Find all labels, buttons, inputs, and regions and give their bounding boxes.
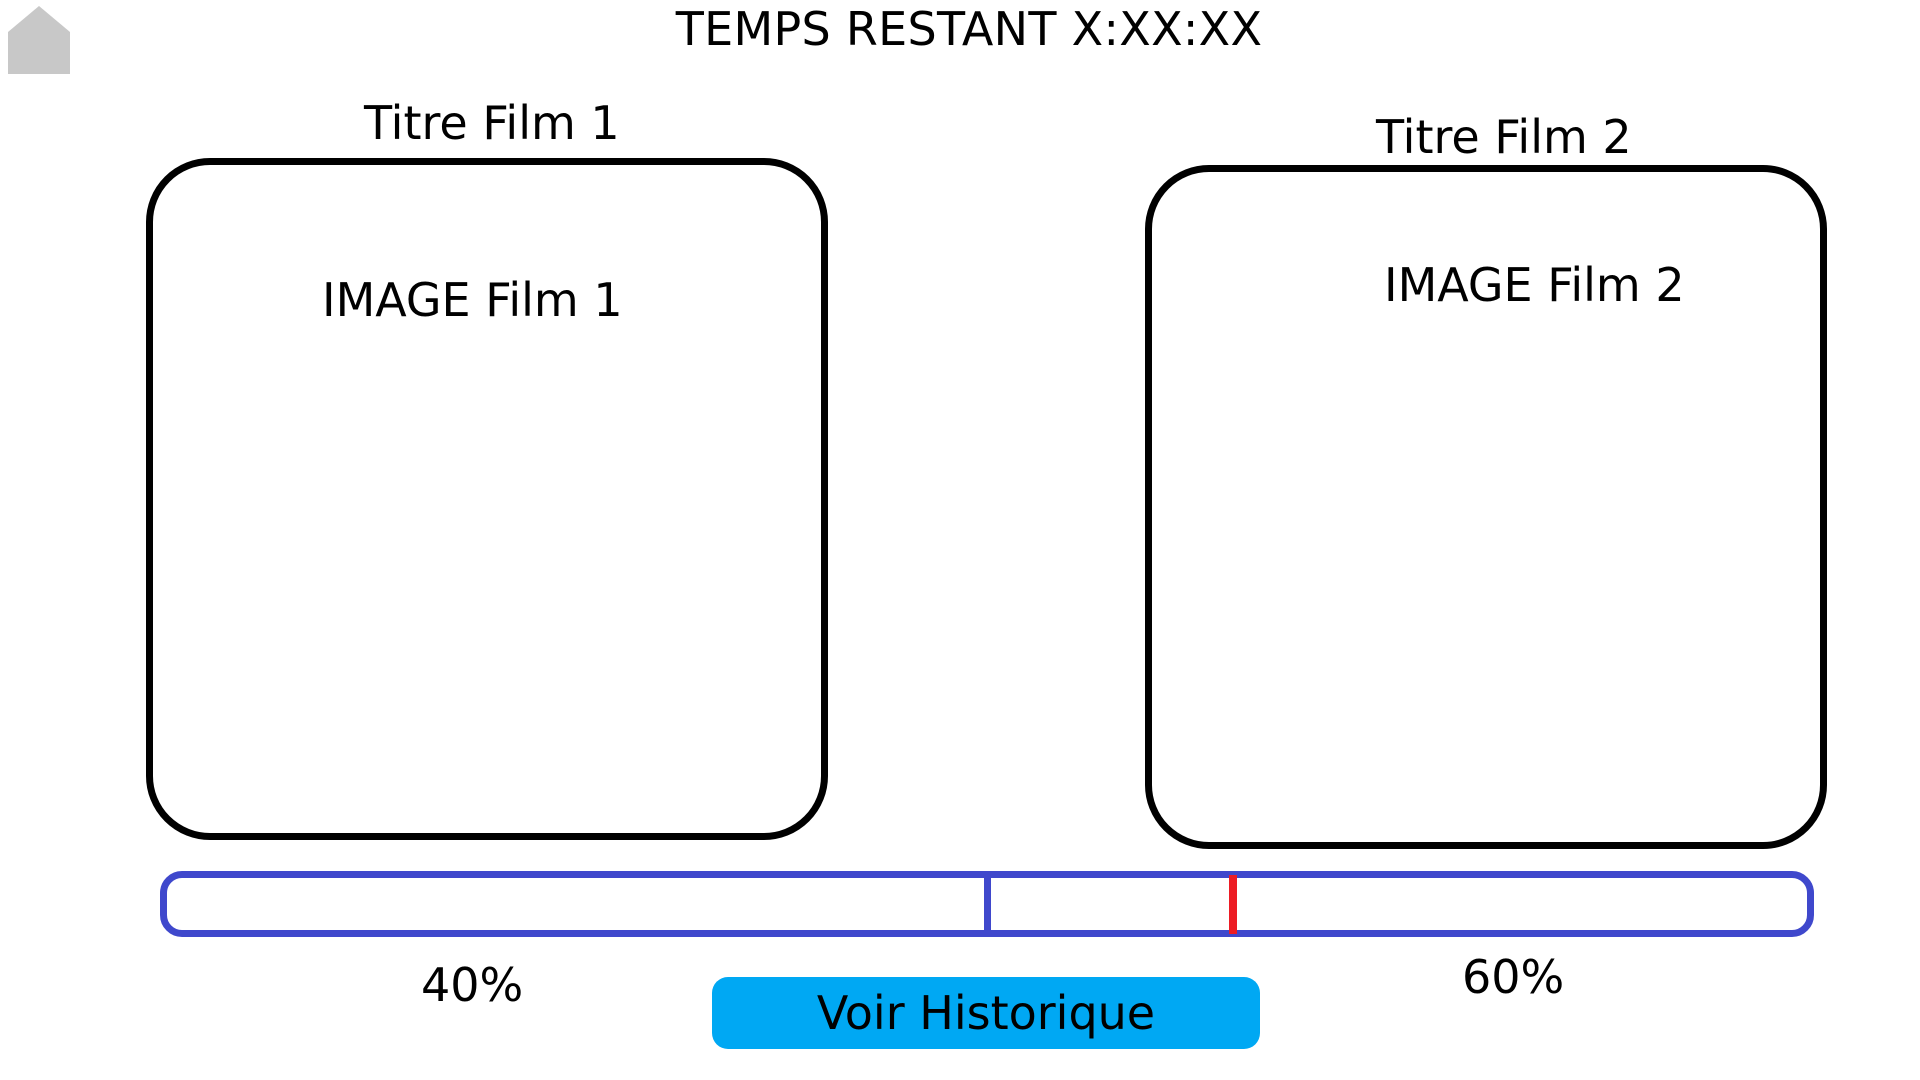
film-2-image-placeholder: IMAGE Film 2 (1384, 258, 1685, 312)
film-2-card[interactable]: IMAGE Film 2 (1145, 165, 1827, 849)
vote-split-line (984, 875, 991, 934)
view-history-button[interactable]: Voir Historique (712, 977, 1260, 1049)
time-remaining: TEMPS RESTANT X:XX:XX (0, 2, 1920, 56)
film-2-title: Titre Film 2 (1376, 110, 1632, 164)
film-1-percentage: 40% (421, 958, 523, 1012)
film-2-percentage: 60% (1462, 950, 1564, 1004)
film-1-title: Titre Film 1 (364, 96, 620, 150)
film-1-card[interactable]: IMAGE Film 1 (146, 158, 828, 840)
vote-progress-bar (160, 871, 1814, 937)
vote-position-marker (1229, 875, 1237, 934)
film-1-image-placeholder: IMAGE Film 1 (322, 273, 623, 327)
